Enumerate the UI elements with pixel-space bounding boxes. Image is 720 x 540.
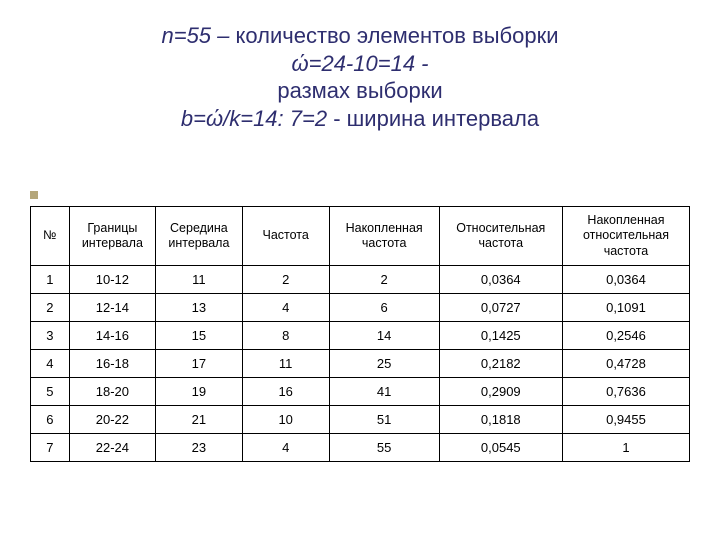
table-cell: 17 [156,349,243,377]
table-cell: 22-24 [69,433,156,461]
title-4b: - ширина интервала [327,106,539,131]
title-line-3: размах выборки [30,77,690,105]
table-cell: 18-20 [69,377,156,405]
table-cell: 5 [31,377,70,405]
table-cell: 16 [242,377,329,405]
table-cell: 0,1818 [439,405,562,433]
title-4a: b=ώ/k=14: 7=2 [181,106,327,131]
table-cell: 2 [329,265,439,293]
table-cell: 0,7636 [562,377,689,405]
table-row: 110-1211220,03640,0364 [31,265,690,293]
table-cell: 0,2909 [439,377,562,405]
table-cell: 11 [156,265,243,293]
slide-title: n=55 – количество элементов выборки ώ=24… [30,22,690,132]
table-header-row: № Границы интервала Середина интервала Ч… [31,207,690,266]
table-cell: 1 [31,265,70,293]
col-cum-frequency: Накопленная частота [329,207,439,266]
col-midpoint: Середина интервала [156,207,243,266]
table-cell: 12-14 [69,293,156,321]
table-cell: 3 [31,321,70,349]
table-cell: 23 [156,433,243,461]
table-cell: 0,1425 [439,321,562,349]
table-cell: 0,0545 [439,433,562,461]
col-cum-rel-frequency: Накопленная относительная частота [562,207,689,266]
slide: n=55 – количество элементов выборки ώ=24… [0,0,720,540]
title-line-2: ώ=24-10=14 - [30,50,690,78]
table-cell: 6 [31,405,70,433]
bullet-icon [30,191,38,199]
table-cell: 0,1091 [562,293,689,321]
table-cell: 41 [329,377,439,405]
title-1a: n=55 – [161,23,229,48]
table-cell: 14 [329,321,439,349]
table-cell: 4 [242,433,329,461]
col-bounds: Границы интервала [69,207,156,266]
table-cell: 25 [329,349,439,377]
table-cell: 0,0364 [439,265,562,293]
table-cell: 55 [329,433,439,461]
table-cell: 8 [242,321,329,349]
table-cell: 20-22 [69,405,156,433]
table-row: 518-201916410,29090,7636 [31,377,690,405]
col-rel-frequency: Относительная частота [439,207,562,266]
table-cell: 6 [329,293,439,321]
table-cell: 14-16 [69,321,156,349]
table-cell: 0,4728 [562,349,689,377]
table-cell: 0,0727 [439,293,562,321]
table-row: 416-181711250,21820,4728 [31,349,690,377]
title-line-1: n=55 – количество элементов выборки [30,22,690,50]
table-body: 110-1211220,03640,0364212-1413460,07270,… [31,265,690,461]
table-row: 212-1413460,07270,1091 [31,293,690,321]
table-cell: 10 [242,405,329,433]
table-cell: 2 [31,293,70,321]
table-cell: 16-18 [69,349,156,377]
title-1b: количество элементов выборки [236,23,559,48]
table-cell: 0,9455 [562,405,689,433]
col-number: № [31,207,70,266]
title-line-4: b=ώ/k=14: 7=2 - ширина интервала [30,105,690,133]
table-row: 722-24234550,05451 [31,433,690,461]
table-cell: 0,2182 [439,349,562,377]
col-frequency: Частота [242,207,329,266]
table-cell: 19 [156,377,243,405]
table-cell: 10-12 [69,265,156,293]
table-row: 314-16158140,14250,2546 [31,321,690,349]
table-cell: 0,2546 [562,321,689,349]
table-cell: 2 [242,265,329,293]
frequency-table: № Границы интервала Середина интервала Ч… [30,206,690,462]
table-wrapper: № Границы интервала Середина интервала Ч… [30,188,690,462]
table-cell: 11 [242,349,329,377]
table-cell: 51 [329,405,439,433]
table-cell: 13 [156,293,243,321]
table-cell: 7 [31,433,70,461]
table-cell: 4 [31,349,70,377]
table-cell: 21 [156,405,243,433]
table-cell: 0,0364 [562,265,689,293]
table-cell: 4 [242,293,329,321]
table-row: 620-222110510,18180,9455 [31,405,690,433]
table-cell: 1 [562,433,689,461]
table-cell: 15 [156,321,243,349]
